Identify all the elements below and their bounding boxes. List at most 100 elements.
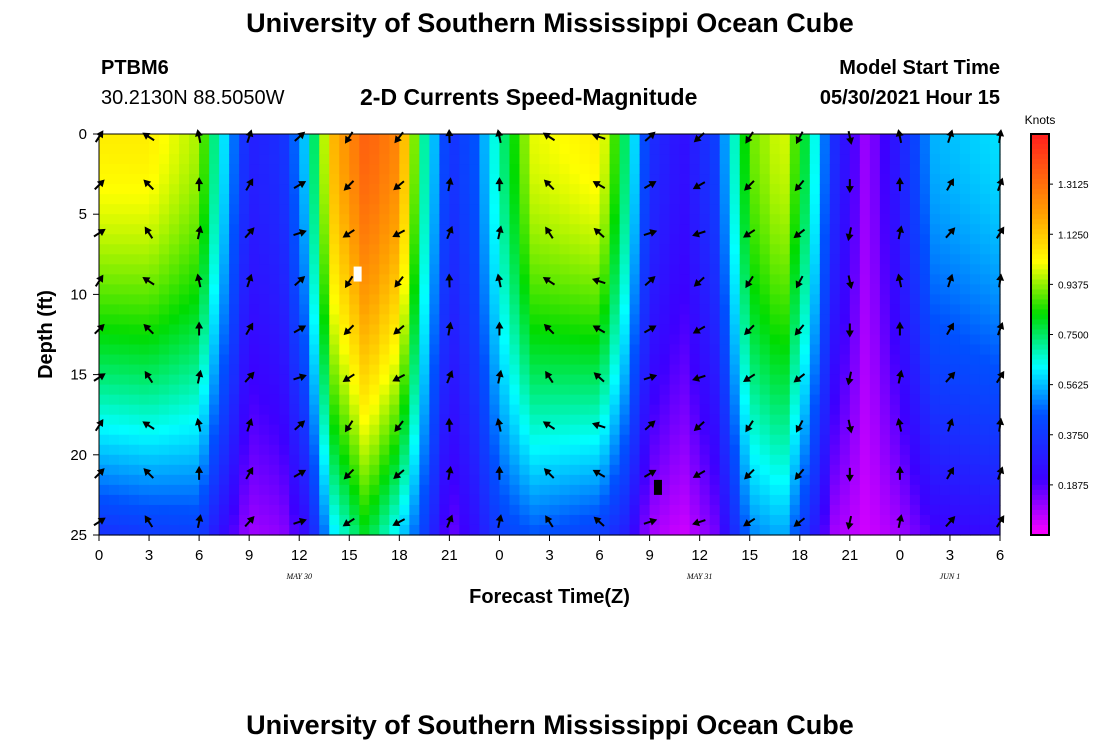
heatmap-cell [129,144,140,155]
heatmap-cell [629,484,641,496]
heatmap-cell [709,214,721,225]
heatmap-cell [99,504,110,516]
heatmap-cell [789,314,801,326]
heatmap-cell [919,304,931,316]
heatmap-cell [849,494,861,506]
heatmap-cell [499,344,511,356]
heatmap-cell [949,494,961,506]
heatmap-cell [759,134,771,145]
heatmap-cell [209,494,220,506]
heatmap-cell [569,494,581,506]
heatmap-cell [249,474,260,486]
colorbar-cell [1031,284,1049,290]
current-vector [692,181,706,190]
heatmap-cell [899,404,911,416]
heatmap-cell [479,384,491,396]
heatmap-cell [559,484,571,496]
heatmap-cell [349,464,360,476]
colorbar-cell [1031,394,1049,401]
heatmap-cell [969,314,981,326]
heatmap-cell [369,354,380,366]
heatmap-cell [399,464,410,476]
heatmap-cell [639,324,651,336]
heatmap-cell [809,484,821,496]
heatmap-cell [459,184,471,195]
heatmap-cell [789,464,801,476]
heatmap-cell [419,174,430,185]
heatmap-cell [809,514,821,526]
heatmap-cell [899,504,911,516]
heatmap-cell [919,424,931,436]
heatmap-cell [159,134,170,145]
heatmap-cell [609,274,621,285]
heatmap-cell [669,224,681,235]
heatmap-cell [959,364,971,376]
heatmap-cell [129,464,140,476]
heatmap-cell [259,384,270,396]
heatmap-cell [289,274,300,285]
heatmap-cell [529,484,541,496]
heatmap-cell [739,314,751,326]
current-vector [846,419,854,434]
heatmap-cell [289,424,300,436]
heatmap-cell [919,414,931,426]
heatmap-cell [369,464,380,476]
colorbar-cell [1031,384,1049,391]
heatmap-cell [549,354,561,366]
heatmap-cell [279,314,290,326]
heatmap-cell [199,304,210,316]
heatmap-cell [669,484,681,496]
heatmap-cell [349,204,360,215]
heatmap-cell [109,254,120,265]
heatmap-cell [889,514,901,526]
heatmap-cell [589,454,601,466]
heatmap-cell [709,474,721,486]
heatmap-cell [629,434,641,446]
heatmap-cell [199,424,210,436]
heatmap-cell [429,444,440,456]
heatmap-cell [769,364,781,376]
heatmap-cell [869,284,881,295]
vector-head [495,177,504,185]
vector-head [649,517,658,526]
heatmap-cell [869,414,881,426]
heatmap-cell [499,304,511,316]
heatmap-cell [779,514,791,526]
heatmap-cell [329,404,340,416]
vector-head [392,230,401,238]
heatmap-cell [889,474,901,486]
vector-head [845,474,854,482]
heatmap-cell [539,424,551,436]
heatmap-cell [859,394,871,406]
heatmap-cell [579,204,591,215]
heatmap-cell [919,444,931,456]
heatmap-cell [189,374,200,386]
heatmap-cell [909,324,921,336]
heatmap-cell [269,474,280,486]
heatmap-cell [389,234,400,245]
heatmap-cell [599,444,611,456]
heatmap-cell [219,264,230,275]
heatmap-cell [709,304,721,316]
heatmap-cell [259,354,270,366]
heatmap-cell [379,174,390,185]
heatmap-cell [249,244,260,255]
heatmap-cell [979,204,991,215]
heatmap-cell [739,414,751,426]
heatmap-cell [909,454,921,466]
heatmap-cell [599,274,611,285]
heatmap-cell [459,174,471,185]
heatmap-cell [919,314,931,326]
heatmap-cell [729,254,741,265]
heatmap-cell [159,164,170,175]
heatmap-cell [229,454,240,466]
heatmap-cell [269,314,280,326]
heatmap-cell [249,514,260,526]
heatmap-cell [759,194,771,205]
heatmap-cell [689,154,701,165]
forecast-marker [653,479,662,495]
vector-head [591,132,600,141]
heatmap-cell [779,314,791,326]
heatmap-cell [359,384,370,396]
heatmap-cell [939,154,951,165]
